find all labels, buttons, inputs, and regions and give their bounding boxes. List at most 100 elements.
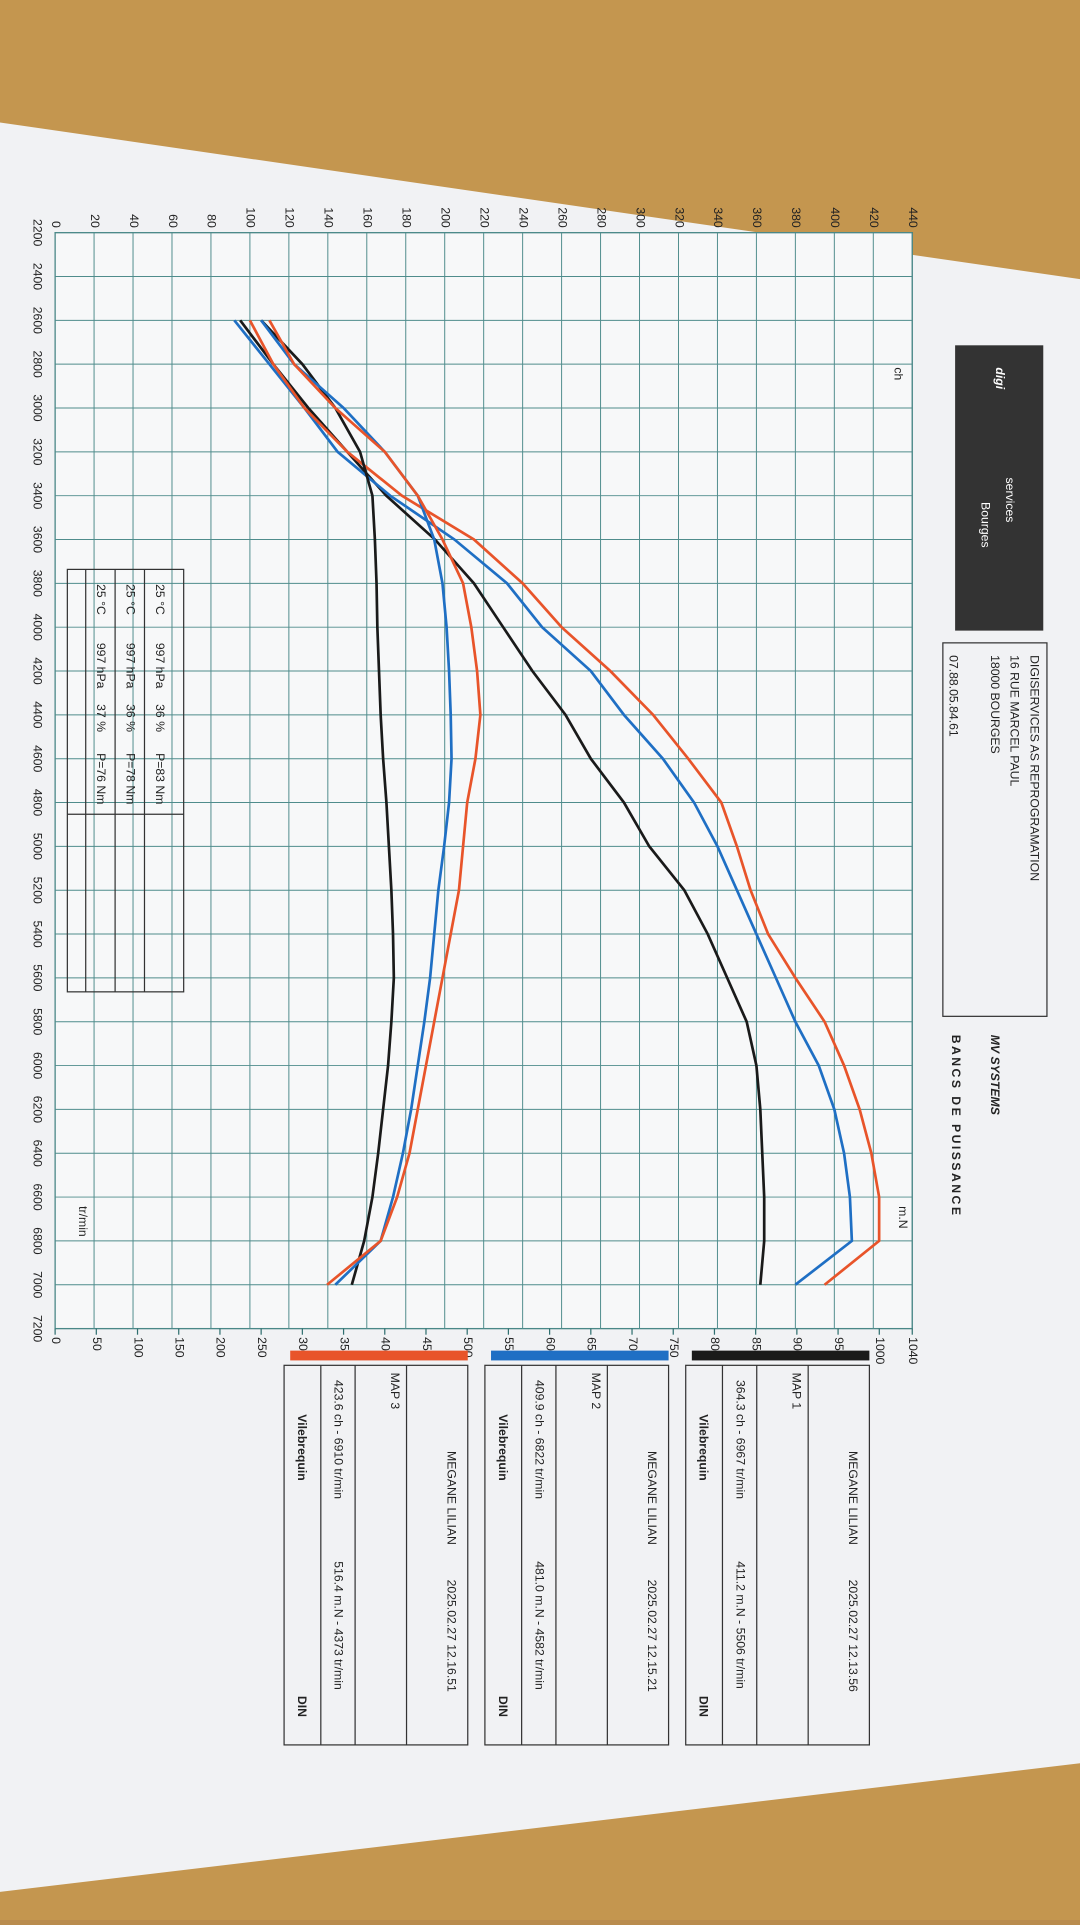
x-tick-label: 2600 <box>31 307 45 334</box>
brand: MV SYSTEMS <box>988 1035 1002 1116</box>
legend-norm: DIN <box>295 1696 309 1717</box>
legend-vehicle: MEGANE LILIAN <box>444 1451 458 1545</box>
address-box <box>942 642 1048 1017</box>
y-tick-label: 160 <box>361 207 375 228</box>
legend-timestamp: 2025.02.27 12.16.51 <box>444 1580 458 1692</box>
condition-cell: 37 % <box>94 704 108 732</box>
x-axis-label: tr/min <box>76 1206 90 1237</box>
x-tick-label: 5000 <box>31 833 45 860</box>
x-tick-label: 6800 <box>31 1227 45 1254</box>
legend-box <box>685 1364 871 1746</box>
y-axis-label: ch <box>891 367 905 380</box>
x-tick-label: 2400 <box>31 263 45 290</box>
brand-sub: BANCS DE PUISSANCE <box>949 1035 963 1218</box>
x-tick-label: 6000 <box>31 1052 45 1079</box>
y2-tick-label: 200 <box>214 1337 228 1358</box>
curve <box>248 319 881 1286</box>
y2-tick-label: 1040 <box>906 1337 920 1364</box>
y-tick-label: 400 <box>828 207 842 228</box>
x-tick-label: 6200 <box>31 1096 45 1123</box>
logo-city: Bourges <box>978 502 992 548</box>
x-tick-label: 3400 <box>31 482 45 509</box>
legend-timestamp: 2025.02.27 12.15.21 <box>645 1580 659 1692</box>
condition-cell: 997 hPa <box>94 643 108 689</box>
condition-cell: 997 hPa <box>153 643 167 689</box>
x-tick-label: 3000 <box>31 394 45 421</box>
legend-power-peak: 364.3 ch - 6967 tr/min <box>733 1380 747 1499</box>
logo: digi <box>993 367 1007 389</box>
legend-norm: DIN <box>496 1696 510 1717</box>
legend-crank: Vilebrequin <box>697 1414 711 1480</box>
y-tick-label: 60 <box>166 214 180 228</box>
x-tick-label: 5800 <box>31 1008 45 1035</box>
y-tick-label: 280 <box>594 207 608 228</box>
legend-color-bar <box>290 1350 468 1361</box>
x-tick-label: 4200 <box>31 657 45 684</box>
legend-color-bar <box>491 1350 669 1361</box>
y2-tick-label: 1000 <box>873 1337 887 1364</box>
y-tick-label: 340 <box>711 207 725 228</box>
y-tick-label: 380 <box>789 207 803 228</box>
x-tick-label: 5200 <box>31 877 45 904</box>
x-tick-label: 5400 <box>31 920 45 947</box>
y2-tick-label: 250 <box>255 1337 269 1358</box>
y2-tick-label: 50 <box>90 1337 104 1351</box>
y-tick-label: 440 <box>906 207 920 228</box>
y-tick-label: 180 <box>400 207 414 228</box>
condition-cell: 25 °C <box>124 584 138 615</box>
y-tick-label: 300 <box>633 207 647 228</box>
y-tick-label: 40 <box>127 214 141 228</box>
y2-tick-label: 100 <box>131 1337 145 1358</box>
logo-box <box>955 345 1044 631</box>
y-tick-label: 20 <box>88 214 102 228</box>
legend-map: MAP 3 <box>388 1373 402 1410</box>
condition-cell: 36 % <box>124 704 138 732</box>
y-tick-label: 420 <box>867 207 881 228</box>
phone: 07.88.05.84.61 <box>946 655 960 737</box>
legend-torque-peak: 516.4 m.N - 4373 tr/min <box>332 1561 346 1690</box>
logo-sub: services <box>1003 478 1017 523</box>
x-tick-label: 7200 <box>31 1315 45 1342</box>
y-tick-label: 320 <box>672 207 686 228</box>
y-tick-label: 240 <box>516 207 530 228</box>
y-tick-label: 120 <box>283 207 297 228</box>
y-tick-label: 140 <box>322 207 336 228</box>
conditions-table <box>66 568 185 993</box>
legend-map: MAP 2 <box>589 1373 603 1410</box>
legend-power-peak: 409.9 ch - 6822 tr/min <box>533 1380 547 1499</box>
condition-cell: 25 °C <box>153 584 167 615</box>
legend-crank: Vilebrequin <box>295 1414 309 1480</box>
x-tick-label: 5600 <box>31 964 45 991</box>
curve <box>268 319 482 1286</box>
legend-color-bar <box>691 1350 870 1361</box>
city: 18000 BOURGES <box>988 655 1002 754</box>
y-tick-label: 100 <box>244 207 258 228</box>
x-tick-label: 6600 <box>31 1183 45 1210</box>
curve <box>233 319 854 1286</box>
y2-tick-label: 0 <box>49 1337 63 1344</box>
condition-cell: 997 hPa <box>124 643 138 689</box>
legend-map: MAP 1 <box>790 1373 804 1410</box>
x-tick-label: 4800 <box>31 789 45 816</box>
curve <box>260 319 396 1286</box>
legend-crank: Vilebrequin <box>496 1414 510 1480</box>
y-tick-label: 0 <box>49 221 63 228</box>
legend-box <box>484 1364 670 1746</box>
printout: digi services Bourges DIGISERVICES AS RE… <box>31 207 1048 1746</box>
condition-cell: P=76 Nm <box>94 753 108 804</box>
x-tick-label: 2800 <box>31 351 45 378</box>
company: DIGISERVICES AS REPROGRAMATION <box>1027 655 1041 881</box>
condition-cell: P=78 Nm <box>124 753 138 804</box>
x-tick-label: 6400 <box>31 1140 45 1167</box>
y-tick-label: 220 <box>477 207 491 228</box>
x-tick-label: 4600 <box>31 745 45 772</box>
y2-tick-label: 750 <box>667 1337 681 1358</box>
legend-power-peak: 423.6 ch - 6910 tr/min <box>332 1380 346 1499</box>
condition-cell: 36 % <box>153 704 167 732</box>
x-tick-label: 7000 <box>31 1271 45 1298</box>
legend-torque-peak: 411.2 m.N - 5506 tr/min <box>733 1561 747 1689</box>
legend-vehicle: MEGANE LILIAN <box>846 1451 860 1545</box>
x-tick-label: 3800 <box>31 570 45 597</box>
x-tick-label: 2200 <box>31 219 45 246</box>
